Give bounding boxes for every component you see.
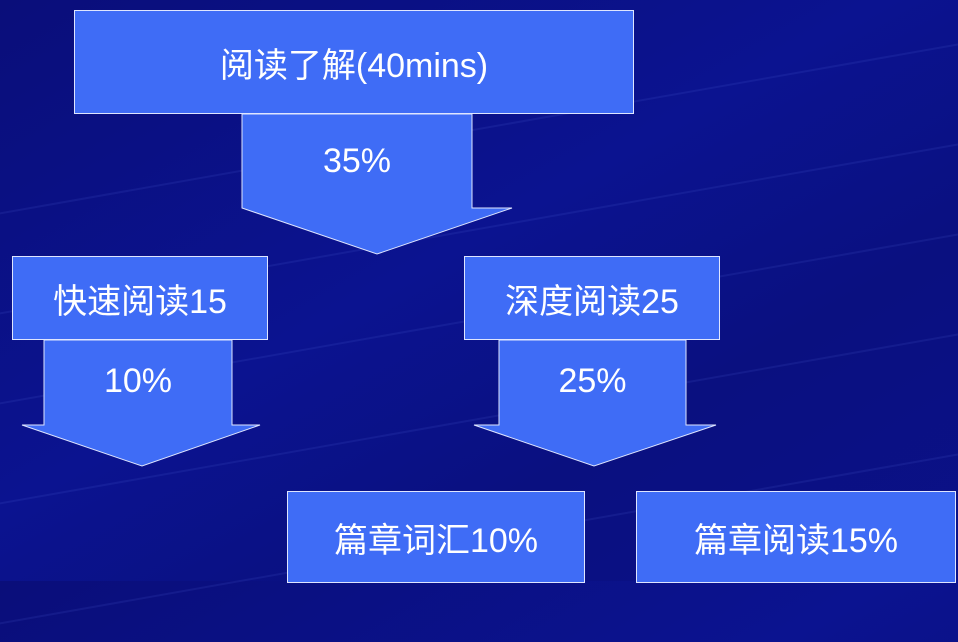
- bottom-left-node: 篇章词汇10%: [287, 491, 585, 583]
- left-node: 快速阅读15: [12, 256, 268, 340]
- left-node-label: 快速阅读15: [53, 282, 227, 321]
- root-arrow: [241, 113, 513, 255]
- bottom-right-node: 篇章阅读15%: [636, 491, 956, 583]
- root-node-label: 阅读了解(40mins): [219, 46, 489, 85]
- right-arrow-shape: [473, 339, 717, 467]
- right-percent: 25%: [558, 362, 627, 400]
- right-node: 深度阅读25: [464, 256, 720, 340]
- root-node: 阅读了解(40mins): [74, 10, 634, 114]
- right-arrow: [473, 339, 717, 467]
- left-arrow-shape: [21, 339, 261, 467]
- root-arrow-shape: [241, 113, 513, 255]
- bottom-right-node-label: 篇章阅读15%: [693, 521, 899, 560]
- bottom-left-node-label: 篇章词汇10%: [333, 521, 539, 560]
- root-percent: 35%: [322, 142, 392, 180]
- right-node-label: 深度阅读25: [505, 282, 679, 321]
- left-arrow: [21, 339, 261, 467]
- left-percent: 10%: [103, 362, 173, 400]
